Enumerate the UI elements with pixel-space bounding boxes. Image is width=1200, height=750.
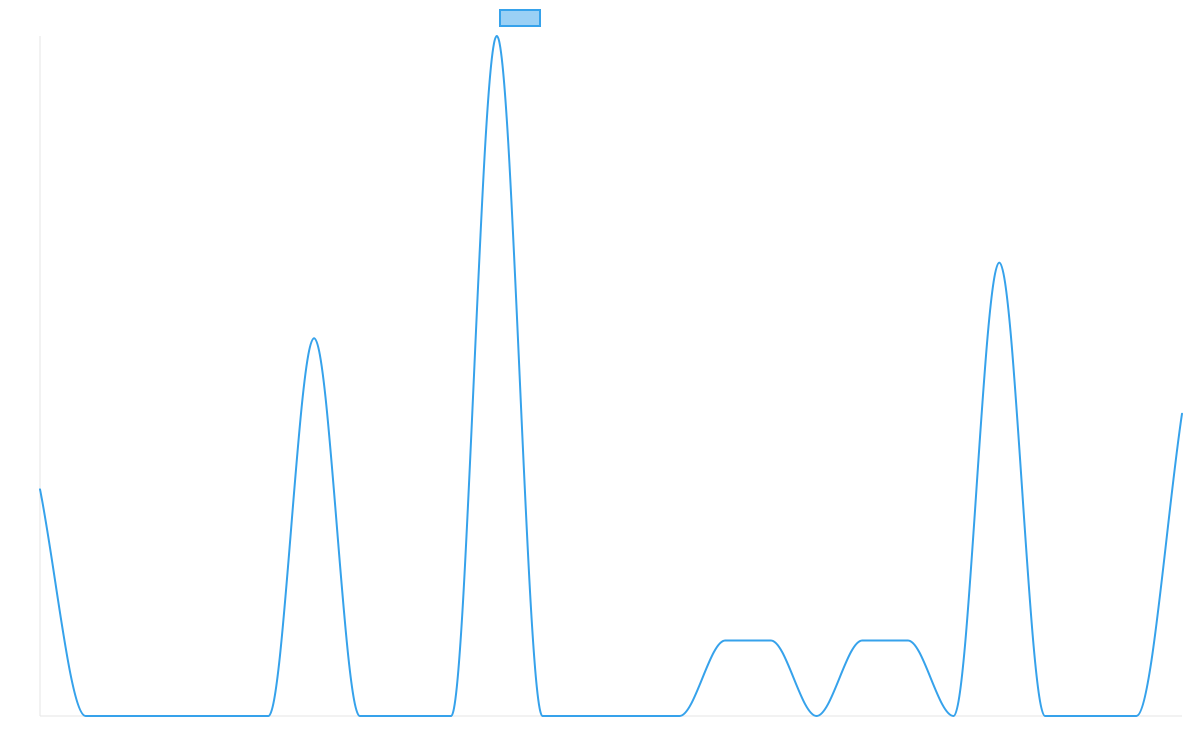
series-line [39,35,1183,717]
series-group [39,35,1183,717]
legend[interactable] [499,9,541,27]
legend-swatch[interactable] [499,9,541,27]
axes [39,36,1182,717]
